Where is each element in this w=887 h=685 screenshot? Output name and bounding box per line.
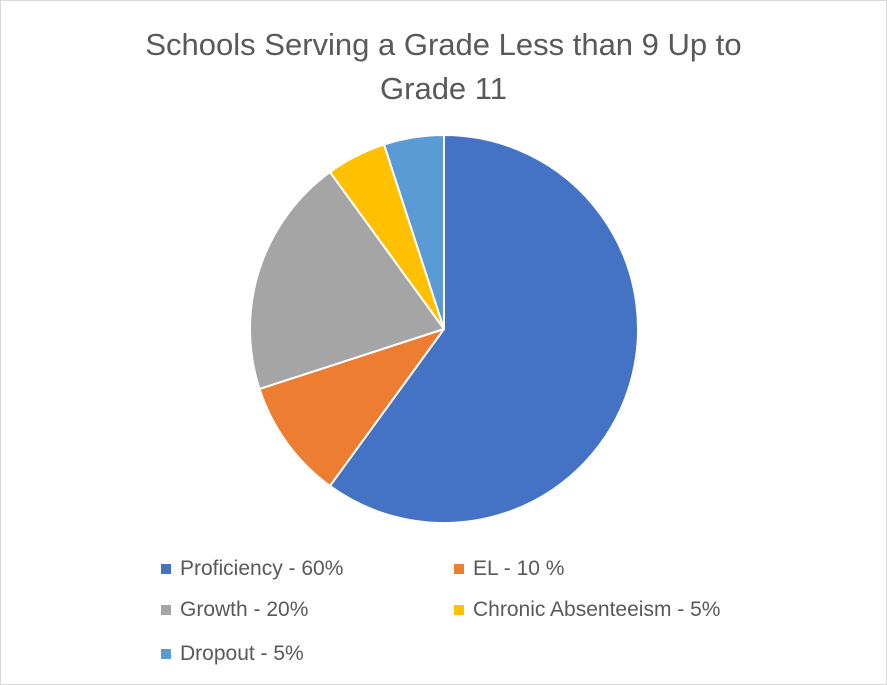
chart-title-line-1: Schools Serving a Grade Less than 9 Up t… — [145, 27, 742, 62]
chart-title: Schools Serving a Grade Less than 9 Up t… — [1, 23, 886, 111]
pie-slice-proficiency — [328, 134, 639, 524]
chart-title-line-2: Grade 11 — [380, 71, 507, 106]
pie-slice-growth — [249, 171, 445, 390]
pie-slices — [249, 134, 639, 524]
pie-slice-dropout — [383, 134, 445, 330]
pie-slice-el — [258, 328, 445, 487]
